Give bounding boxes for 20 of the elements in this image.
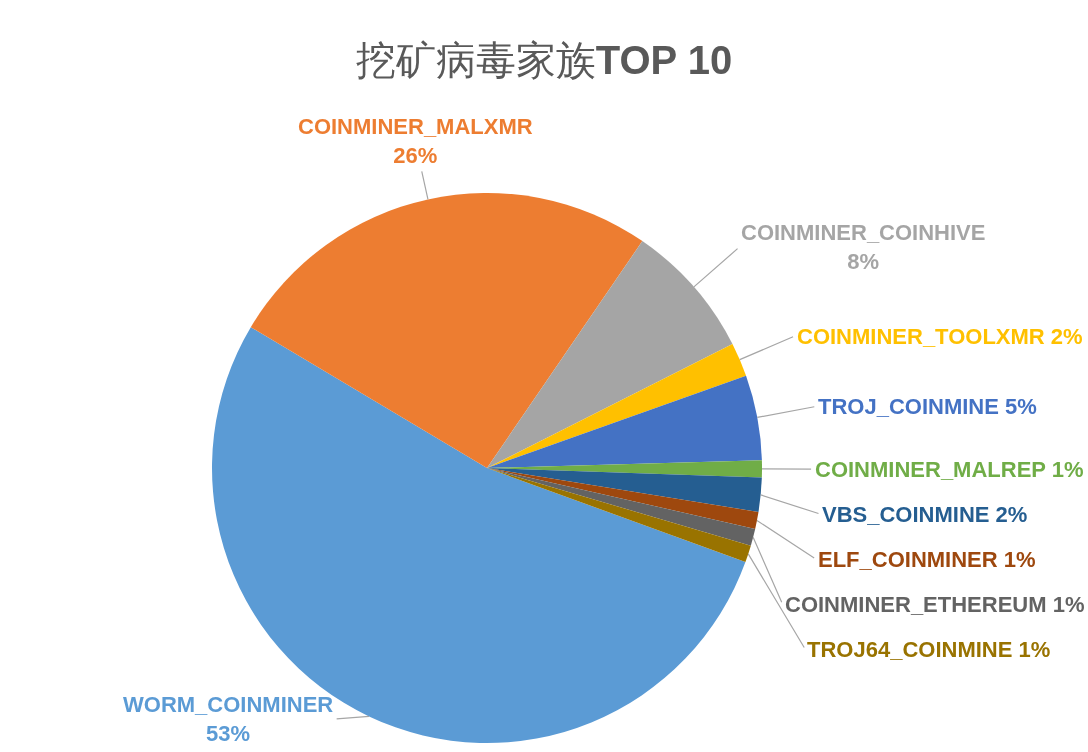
slice-label: TROJ_COINMINE 5% — [818, 394, 1037, 419]
data-label: 53% — [206, 720, 251, 746]
pie-slice — [487, 375, 762, 468]
slice-label: VBS_COINMINE 2% — [822, 502, 1028, 527]
slice-label: ELF_COINMINER 1% — [818, 547, 1036, 572]
data-label: 26% — [393, 142, 438, 168]
slice-label: COINMINER_TOOLXMR 2% — [797, 324, 1083, 349]
pie-slice — [487, 344, 747, 468]
slice-label: COINMINER_ETHEREUM 1% — [785, 592, 1085, 617]
slice-label: COINMINER_MALXMR — [298, 114, 533, 139]
pie-slice — [487, 468, 759, 529]
pie-slice — [487, 468, 751, 563]
data-label: 8% — [847, 248, 880, 274]
slice-label: COINMINER_MALREP 1% — [815, 457, 1084, 482]
pie-slice — [487, 468, 762, 512]
slice-label: TROJ64_COINMINE 1% — [807, 637, 1051, 662]
pie-slice — [250, 193, 643, 468]
slice-label: COINMINER_COINHIVE — [741, 220, 986, 245]
chart-title: 挖矿病毒家族TOP 10 — [355, 38, 733, 82]
slice-label: WORM_COINMINER — [123, 692, 334, 717]
